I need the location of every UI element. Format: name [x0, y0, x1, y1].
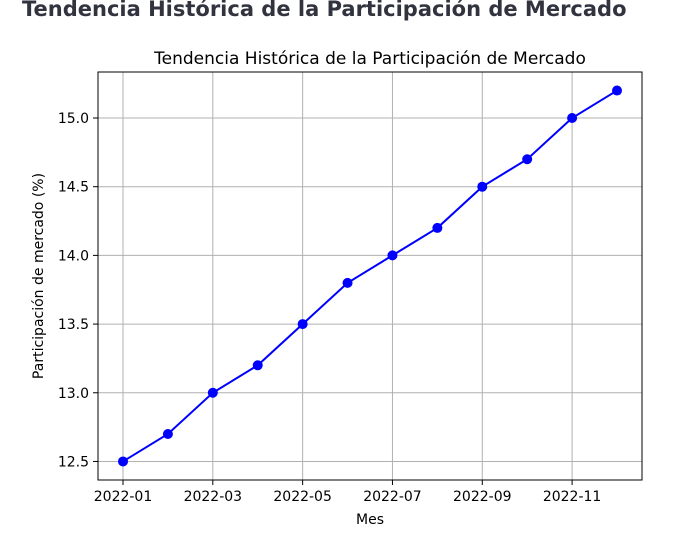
y-tick-label: 13.0 — [58, 386, 89, 402]
data-point — [162, 428, 173, 439]
series-line — [122, 89, 618, 463]
data-point — [432, 222, 443, 233]
data-point — [612, 85, 622, 96]
x-tick-label: 2022-01 — [94, 489, 153, 505]
data-point — [342, 277, 353, 288]
x-tick-labels: 2022-01 2022-03 2022-05 2022-07 2022-09 2022-… — [94, 489, 602, 505]
y-tick-label: 12.5 — [58, 454, 89, 470]
axis-ticks — [93, 117, 573, 485]
chart-title: Tendencia Histórica de la Participación … — [153, 49, 586, 69]
data-point — [297, 319, 308, 330]
y-axis-label: Participación de mercado (%) — [31, 173, 47, 379]
data-point — [252, 360, 263, 371]
x-tick-label: 2022-09 — [453, 489, 512, 505]
y-tick-label: 13.5 — [58, 317, 89, 333]
data-point — [118, 456, 128, 467]
page-heading: Tendencia Histórica de la Participación … — [22, 0, 627, 21]
data-point — [567, 113, 578, 124]
y-tick-label: 14.5 — [58, 180, 89, 196]
grid-lines — [98, 72, 642, 480]
x-tick-label: 2022-03 — [184, 489, 243, 505]
plot-area-frame — [97, 71, 643, 481]
x-axis-label: Mes — [356, 512, 384, 528]
x-tick-label: 2022-07 — [363, 489, 422, 505]
y-tick-label: 15.0 — [58, 111, 89, 127]
x-tick-label: 2022-11 — [543, 489, 602, 505]
data-point — [207, 387, 218, 398]
data-point — [387, 250, 398, 261]
x-tick-label: 2022-05 — [273, 489, 332, 505]
data-point — [477, 181, 488, 192]
y-tick-label: 14.0 — [58, 248, 89, 264]
y-tick-labels: 12.5 13.0 13.5 14.0 14.5 15.0 — [58, 111, 89, 470]
data-point — [522, 154, 533, 165]
series-layer — [118, 85, 622, 467]
